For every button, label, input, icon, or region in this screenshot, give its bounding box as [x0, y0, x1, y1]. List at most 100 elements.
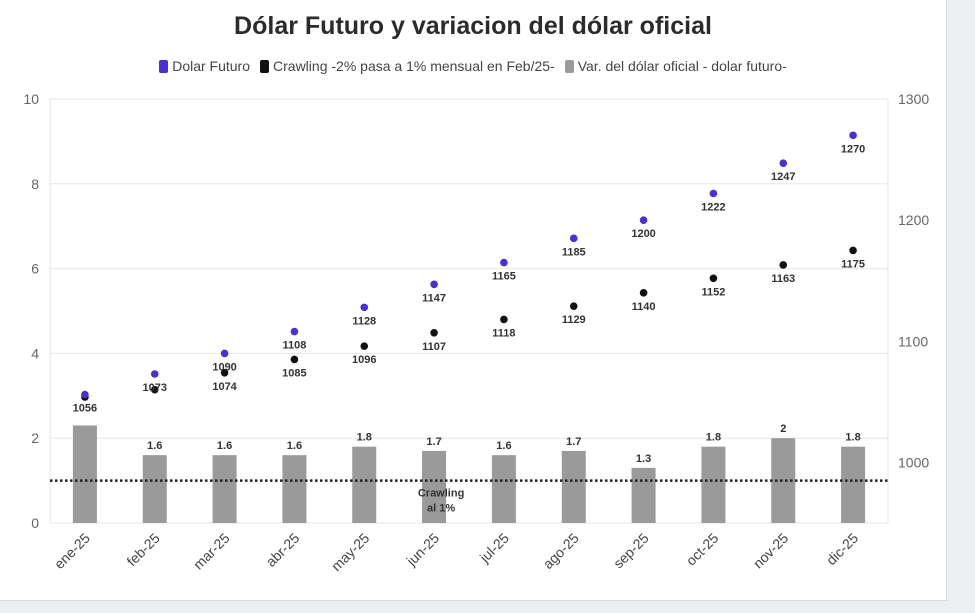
x-tick-label: feb-25 [123, 530, 163, 570]
bar [841, 446, 866, 523]
crawling-point [779, 261, 788, 269]
chart-plot: 0 2 4 6 8 10 1000 1100 1200 1300 1.6 1.6 1.6 1.8 1.7 1.… [23, 91, 929, 574]
crawling-data-label: 1118 [492, 327, 515, 339]
dolar-futuro-data-label: 1247 [771, 171, 795, 183]
y-right-tick-label: 1200 [898, 212, 929, 228]
bar [212, 455, 237, 523]
bar-data-label: 1.3 [636, 453, 651, 465]
dolar-futuro-point [639, 216, 648, 224]
y-right-tick-label: 1000 [898, 454, 929, 470]
y-left-tick-label: 4 [31, 345, 39, 361]
crawling-data-label: 1163 [771, 273, 795, 285]
dolar-futuro-data-label: 1128 [352, 315, 376, 327]
dolar-futuro-data-label: 1056 [73, 403, 97, 415]
bar-data-label: 1.6 [147, 440, 162, 452]
x-tick-label: may-25 [328, 530, 372, 574]
x-tick-label: mar-25 [190, 530, 233, 573]
dolar-futuro-data-label: 1270 [841, 143, 865, 155]
chart-card: Dólar Futuro y variacion del dólar ofici… [0, 0, 947, 601]
crawling-data-label: 1140 [632, 301, 656, 313]
reference-annotation: al 1% [427, 503, 455, 515]
bar [142, 455, 167, 523]
x-tick-label: jul-25 [476, 530, 512, 566]
dolar-futuro-data-label: 1090 [212, 361, 236, 373]
bar-data-label: 1.8 [706, 432, 721, 444]
legend-item-variacion: Var. del dólar oficial - dolar futuro- [564, 58, 787, 74]
crawling-data-label: 1175 [841, 258, 865, 270]
x-tick-label: nov-25 [750, 530, 792, 572]
legend-label-crawling: Crawling -2% pasa a 1% mensual en Feb/25… [273, 58, 555, 74]
crawling-point [709, 274, 718, 283]
crawling-data-label: 1107 [422, 341, 446, 353]
bar [491, 455, 516, 523]
dolar-futuro-point [81, 390, 89, 399]
crawling-point [430, 329, 438, 337]
dolar-futuro-point [779, 159, 788, 168]
bar [282, 455, 307, 523]
crawling-point [849, 246, 857, 255]
bar [422, 450, 447, 523]
legend-item-crawling: Crawling -2% pasa a 1% mensual en Feb/25… [260, 58, 555, 74]
bar [631, 467, 656, 523]
dolar-futuro-point [150, 370, 159, 378]
dolar-futuro-point [290, 327, 299, 336]
legend-label-variacion: Var. del dólar oficial - dolar futuro- [577, 58, 787, 74]
dolar-futuro-point [569, 234, 578, 243]
legend-swatch-variacion [564, 59, 574, 73]
bar [561, 450, 586, 523]
bar-data-label: 1.6 [217, 440, 232, 452]
legend-item-dolar-futuro: Dolar Futuro [159, 58, 250, 74]
crawling-data-label: 1096 [352, 354, 376, 366]
crawling-point [569, 302, 578, 310]
x-tick-label: abr-25 [263, 530, 303, 570]
dolar-futuro-data-label: 1147 [422, 292, 446, 304]
dolar-futuro-point [220, 349, 229, 358]
crawling-data-label: 1074 [212, 381, 237, 393]
dolar-futuro-point [849, 131, 857, 140]
crawling-data-label: 1129 [562, 314, 586, 326]
y-left-tick-label: 10 [23, 91, 39, 107]
legend-swatch-crawling [260, 59, 270, 73]
crawling-point [500, 315, 508, 324]
legend-label-dolar-futuro: Dolar Futuro [172, 58, 251, 74]
crawling-point [360, 342, 369, 350]
x-tick-label: ago-25 [540, 530, 582, 572]
reference-annotation: Crawling [418, 488, 464, 500]
crawling-point [290, 355, 299, 364]
crawling-point [150, 385, 159, 394]
bar-data-label: 1.6 [496, 440, 511, 452]
dolar-futuro-data-label: 1185 [562, 246, 586, 258]
dolar-futuro-data-label: 1165 [492, 271, 516, 283]
dolar-futuro-data-label: 1222 [701, 201, 725, 213]
legend-swatch-dolar-futuro [159, 59, 169, 73]
y-left-tick-label: 6 [31, 261, 39, 277]
bar-data-label: 1.8 [357, 432, 372, 444]
crawling-point [639, 289, 648, 297]
bar [352, 446, 377, 523]
crawling-point [220, 368, 229, 377]
dolar-futuro-data-label: 1073 [143, 382, 167, 394]
bar-data-label: 2 [780, 423, 786, 435]
x-tick-label: dic-25 [823, 530, 861, 568]
dolar-futuro-data-label: 1108 [282, 340, 306, 352]
y-right-tick-label: 1100 [898, 333, 928, 349]
dolar-futuro-point [360, 303, 369, 312]
x-tick-label: oct-25 [683, 530, 722, 569]
x-tick-label: ene-25 [51, 530, 93, 572]
legend: Dolar Futuro Crawling -2% pasa a 1% mens… [0, 58, 946, 74]
bar [701, 446, 726, 523]
y-right-tick-label: 1300 [898, 91, 929, 107]
bar-data-label: 1.6 [287, 440, 302, 452]
dolar-futuro-point [709, 189, 718, 198]
crawling-data-label: 1085 [282, 367, 306, 379]
bar [72, 425, 97, 523]
bar-data-label: 1.8 [845, 432, 860, 444]
x-tick-label: jun-25 [403, 530, 443, 570]
y-left-tick-label: 0 [31, 515, 39, 531]
x-tick-label: sep-25 [610, 530, 652, 572]
bar-data-label: 1.7 [566, 436, 581, 448]
dolar-futuro-point [500, 258, 508, 267]
y-left-tick-label: 2 [31, 430, 39, 446]
crawling-data-label: 1152 [701, 286, 725, 298]
bar-data-label: 1.7 [426, 436, 441, 448]
